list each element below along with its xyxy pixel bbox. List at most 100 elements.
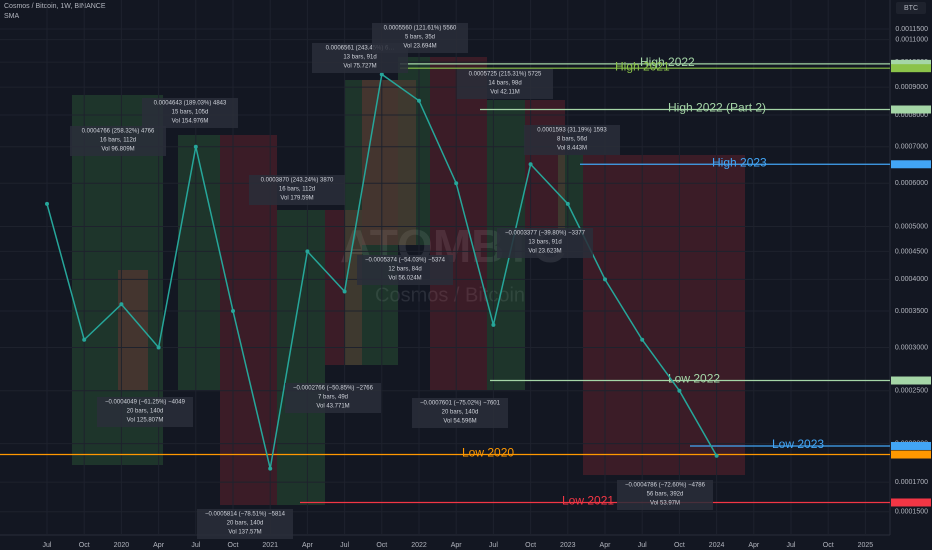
annotation-text: Vol 154.976M (172, 119, 209, 125)
annotation-box (285, 383, 381, 413)
annotation-text: −0.0007601 (−75.02%) −7601 (420, 401, 501, 407)
measure-box (178, 135, 220, 390)
x-tick-label: Jul (43, 542, 52, 549)
measure-box (558, 155, 583, 230)
price-point (156, 345, 161, 350)
indicator-label: SMA (4, 13, 20, 20)
x-tick-label: Jul (638, 542, 647, 549)
measure-box (430, 57, 487, 390)
measure-box (345, 80, 398, 365)
x-tick-label: 2024 (709, 542, 725, 549)
price-tag (891, 450, 931, 459)
x-tick-label: Jul (489, 542, 498, 549)
price-point (379, 72, 384, 77)
price-point (454, 181, 459, 186)
annotation-text: −0.0003377 (−39.80%) −3377 (505, 231, 586, 237)
annotation-text: −0.0004786 (−72.60%) −4786 (625, 483, 706, 489)
annotation-text: 20 bars, 140d (227, 521, 264, 527)
annotation-text: 0.0005560 (121.61%) 5560 (384, 26, 457, 32)
x-tick-label: Oct (674, 542, 685, 549)
level-label: High 2022 (640, 55, 695, 69)
annotation-text: Vol 137.57M (228, 530, 261, 536)
annotation-text: 15 bars, 105d (172, 110, 209, 116)
price-point (231, 308, 235, 313)
annotation-text: 0.0004643 (189.03%) 4843 (154, 101, 227, 107)
x-tick-label: Oct (525, 542, 536, 549)
annotation-box (197, 509, 293, 539)
annotation-text: 16 bars, 112d (100, 138, 136, 144)
annotation-text: 13 bars, 91d (343, 55, 376, 61)
annotation-text: 0.0005725 (215.31%) 5725 (469, 72, 542, 78)
y-tick-label: 0.0005000 (895, 223, 928, 230)
y-tick-label: 0.0001700 (895, 479, 928, 486)
annotation-text: 8 bars, 56d (557, 137, 587, 143)
annotation-text: Vol 43.771M (316, 404, 349, 410)
price-point (119, 302, 124, 307)
x-tick-label: 2023 (560, 542, 576, 549)
x-tick-label: Apr (748, 542, 760, 549)
annotation-text: Vol 54.596M (443, 419, 476, 425)
level-label: Low 2021 (562, 494, 614, 508)
measure-box (398, 57, 430, 245)
measure-box (362, 80, 416, 245)
annotation-text: Vol 56.024M (388, 276, 421, 282)
annotation-text: 20 bars, 140d (127, 409, 164, 415)
annotation-text: −0.0005374 (−54.03%) −5374 (365, 258, 446, 264)
annotation-text: 7 bars, 49d (318, 395, 348, 401)
x-tick-label: Apr (600, 542, 612, 549)
x-tick-label: Oct (79, 542, 90, 549)
annotation-text: 0.0003870 (243.24%) 3870 (261, 178, 334, 184)
annotation-text: Vol 125.807M (127, 418, 164, 424)
y-tick-label: 0.0001500 (895, 509, 928, 516)
annotation-text: 5 bars, 35d (405, 35, 435, 41)
currency-box (896, 2, 926, 14)
x-tick-label: 2020 (114, 542, 130, 549)
annotation-text: −0.0002766 (−50.85%) −2766 (293, 386, 374, 392)
annotation-text: Vol 53.97M (650, 501, 680, 507)
measure-box (277, 210, 325, 505)
annotation-box (142, 98, 238, 128)
y-tick-label: 0.0003000 (895, 344, 928, 351)
annotation-text: 0.0001593 (31.19%) 1593 (537, 128, 607, 134)
annotation-text: 13 bars, 91d (528, 240, 561, 246)
price-point (677, 388, 682, 393)
x-tick-label: 2025 (858, 542, 874, 549)
price-tag (891, 498, 931, 507)
price-tag (891, 160, 931, 169)
x-tick-label: Apr (451, 542, 463, 549)
price-point (82, 337, 87, 342)
x-tick-label: Apr (302, 542, 314, 549)
annotation-text: Vol 23.694M (403, 44, 436, 50)
annotation-box (412, 398, 508, 428)
price-point (417, 98, 421, 103)
y-tick-label: 0.0004000 (895, 276, 928, 283)
price-tag (891, 59, 931, 68)
annotation-text: −0.0004049 (−61.25%) −4049 (105, 400, 186, 406)
y-tick-label: 0.0009000 (895, 84, 928, 91)
annotation-box (249, 175, 345, 205)
annotation-text: 56 bars, 392d (647, 492, 684, 498)
price-tag (891, 441, 931, 450)
annotation-text: 14 bars, 98d (488, 81, 521, 87)
annotation-box (97, 397, 193, 427)
annotation-text: Vol 179.59M (280, 196, 313, 202)
y-tick-label: 0.0004500 (895, 248, 928, 255)
measure-box (325, 210, 362, 365)
price-point (714, 453, 719, 458)
annotation-box (497, 228, 593, 258)
annotation-box (457, 69, 553, 99)
price-point (193, 144, 198, 149)
annotation-text: 12 bars, 84d (388, 267, 421, 273)
currency: BTC (904, 5, 918, 12)
x-tick-label: Oct (823, 542, 834, 549)
annotation-text: 0.0006561 (243.45%) 6… (326, 46, 395, 52)
annotation-box (70, 126, 166, 156)
price-tag (891, 105, 931, 114)
annotation-box (357, 255, 453, 285)
level-label: Low 2020 (462, 446, 514, 460)
x-tick-label: Jul (340, 542, 349, 549)
x-tick-label: Jul (191, 542, 200, 549)
annotation-text: Vol 96.809M (101, 147, 134, 153)
price-point (342, 289, 347, 294)
